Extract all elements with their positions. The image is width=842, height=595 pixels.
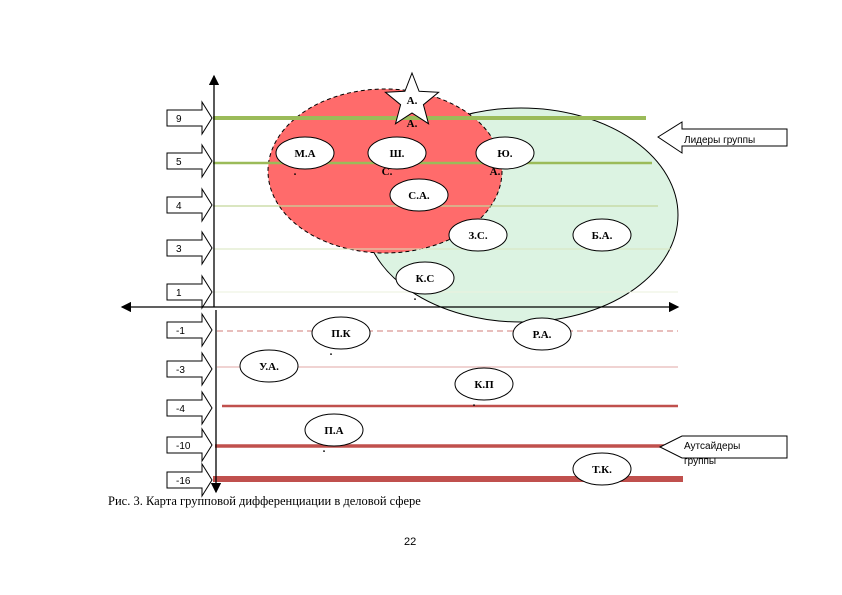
scale-label: 3 xyxy=(166,230,213,266)
scale-label-text: -10 xyxy=(176,441,191,452)
group-member: П.А. xyxy=(304,413,364,455)
scale-label-text: -3 xyxy=(176,365,185,376)
member-node xyxy=(454,367,514,401)
member-initials: П.А xyxy=(324,425,343,437)
member-node xyxy=(304,413,364,447)
scale-label: 4 xyxy=(166,187,213,223)
member-initials: С.А. xyxy=(408,190,430,202)
scale-label-text: 1 xyxy=(176,288,182,299)
group-member: К.С. xyxy=(395,261,455,303)
member-initials: З.С. xyxy=(468,230,488,242)
page-number: 22 xyxy=(404,536,417,548)
member-initials-cont: А. xyxy=(407,118,418,130)
member-initials: К.С xyxy=(416,273,435,285)
scale-label: -4 xyxy=(166,390,213,426)
member-node xyxy=(512,317,572,351)
scale-label: 5 xyxy=(166,143,213,179)
member-node xyxy=(572,452,632,486)
group-member: Б.А. xyxy=(572,218,632,252)
scale-label-text: -1 xyxy=(176,326,185,337)
member-node xyxy=(311,316,371,350)
group-member: П.К. xyxy=(311,316,371,358)
member-node xyxy=(395,261,455,295)
member-initials: Т.К. xyxy=(592,464,612,476)
scale-label: 1 xyxy=(166,274,213,310)
leaders-callout-label: Лидеры группы xyxy=(684,135,755,146)
member-initials: Б.А. xyxy=(592,230,613,242)
scale-label: 9 xyxy=(166,100,213,136)
scale-label-text: 9 xyxy=(176,114,182,125)
scale-label: -10 xyxy=(166,427,213,463)
scale-label: -1 xyxy=(166,312,213,348)
member-initials-cont: С. xyxy=(382,166,393,178)
group-member: З.С. xyxy=(448,218,508,252)
member-initials: Р.А. xyxy=(533,329,552,341)
outsiders-callout: Аутсайдеры группы xyxy=(658,435,788,467)
leaders-callout: Лидеры группы xyxy=(657,121,788,154)
group-member: Ю. А. xyxy=(475,136,535,178)
scale-label: -3 xyxy=(166,351,213,387)
member-initials: У.А. xyxy=(259,361,279,373)
figure-caption: Рис. 3. Карта групповой дифференциации в… xyxy=(108,494,421,508)
member-node xyxy=(475,136,535,170)
member-initials: Ш. xyxy=(390,148,405,160)
member-initials: П.К xyxy=(331,328,350,340)
member-initials-cont: . xyxy=(473,397,476,409)
group-member: Ш. С. xyxy=(367,136,427,178)
group-member: Р.А. xyxy=(512,317,572,351)
red-zone xyxy=(267,88,503,254)
group-member: С.А. xyxy=(389,178,449,212)
group-member: У.А. xyxy=(239,349,299,383)
scale-label-text: 5 xyxy=(176,157,182,168)
star-icon xyxy=(384,71,440,125)
scale-label-text: -16 xyxy=(176,476,191,487)
member-initials-cont: . xyxy=(330,346,333,358)
member-node xyxy=(572,218,632,252)
member-node xyxy=(448,218,508,252)
member-initials: Ю. xyxy=(497,148,512,160)
scale-label-text: 4 xyxy=(176,201,182,212)
member-node xyxy=(367,136,427,170)
member-initials: М.А xyxy=(294,148,315,160)
scale-label-text: 3 xyxy=(176,244,182,255)
member-initials-cont: . xyxy=(414,291,417,303)
scale-label: -16 xyxy=(166,462,213,498)
group-member: М.А. xyxy=(275,136,335,178)
member-initials-cont: . xyxy=(294,166,297,178)
group-member: К.П. xyxy=(454,367,514,409)
group-member: А. А. xyxy=(384,71,440,130)
member-node xyxy=(239,349,299,383)
member-node xyxy=(389,178,449,212)
outsiders-callout-label-2: группы xyxy=(684,456,716,467)
outsiders-callout-label-1: Аутсайдеры xyxy=(684,441,740,452)
group-member: Т.К. xyxy=(572,452,632,486)
member-initials: К.П xyxy=(474,379,494,391)
member-initials: А. xyxy=(407,95,418,107)
member-initials-cont: . xyxy=(323,443,326,455)
member-initials-cont: А. xyxy=(490,166,501,178)
member-node xyxy=(275,136,335,170)
scale-label-text: -4 xyxy=(176,404,185,415)
